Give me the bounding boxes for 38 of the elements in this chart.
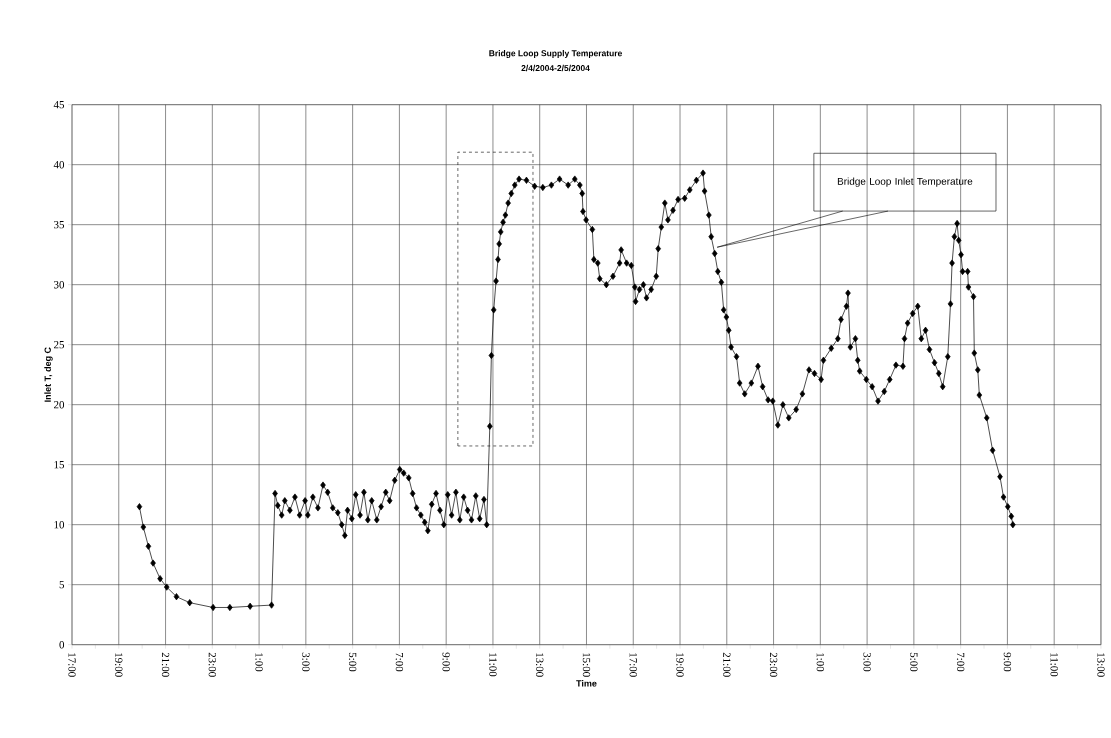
x-tick-label: 3:00 bbox=[302, 652, 310, 672]
y-tick-label: 10 bbox=[54, 520, 65, 529]
x-tick-label: 1:00 bbox=[255, 653, 263, 672]
y-tick-label: 40 bbox=[53, 160, 65, 169]
y-axis-title: Inlet T, deg C bbox=[44, 347, 53, 402]
x-tick-label: 11:00 bbox=[489, 653, 497, 677]
y-tick-label: 35 bbox=[54, 221, 65, 229]
x-tick-label: 1:00 bbox=[816, 653, 825, 672]
y-tick-label: 20 bbox=[54, 400, 65, 409]
y-tick-label: 45 bbox=[53, 101, 65, 109]
x-tick-label: 13:00 bbox=[1097, 653, 1105, 677]
x-tick-label: 7:00 bbox=[395, 652, 404, 672]
x-axis-title: Time bbox=[576, 680, 597, 687]
x-tick-label: 13:00 bbox=[535, 653, 544, 677]
x-tick-label: 5:00 bbox=[348, 652, 357, 672]
x-tick-label: 7:00 bbox=[956, 652, 965, 672]
x-tick-label: 19:00 bbox=[115, 653, 123, 677]
x-tick-label: 21:00 bbox=[161, 652, 170, 677]
x-tick-label: 5:00 bbox=[910, 652, 918, 672]
chart-subtitle: 2/4/2004-2/5/2004 bbox=[521, 64, 590, 72]
y-tick-label: 25 bbox=[54, 341, 65, 349]
chart-title: Bridge Loop Supply Temperature bbox=[489, 50, 622, 58]
x-tick-label: 23:00 bbox=[769, 652, 778, 677]
x-tick-label: 19:00 bbox=[676, 653, 684, 677]
y-tick-label: 30 bbox=[54, 280, 65, 289]
x-tick-label: 17:00 bbox=[629, 653, 637, 677]
x-tick-label: 9:00 bbox=[1003, 652, 1012, 672]
x-tick-label: 9:00 bbox=[442, 652, 450, 672]
x-tick-label: 11:00 bbox=[1050, 653, 1058, 677]
x-tick-label: 23:00 bbox=[208, 652, 217, 677]
x-tick-label: 21:00 bbox=[723, 652, 731, 677]
y-tick-label: 0 bbox=[59, 640, 65, 649]
y-tick-label: 5 bbox=[59, 581, 65, 589]
x-tick-label: 3:00 bbox=[863, 652, 871, 672]
y-tick-label: 15 bbox=[54, 461, 65, 469]
annotation: Bridge Loop Inlet Temperature bbox=[837, 177, 973, 187]
x-tick-label: 17:00 bbox=[68, 653, 76, 677]
x-tick-label: 15:00 bbox=[582, 653, 591, 677]
